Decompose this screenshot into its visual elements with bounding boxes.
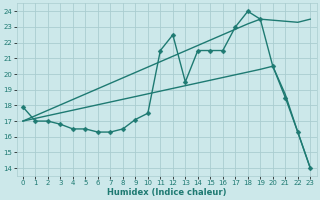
X-axis label: Humidex (Indice chaleur): Humidex (Indice chaleur) [107,188,226,197]
